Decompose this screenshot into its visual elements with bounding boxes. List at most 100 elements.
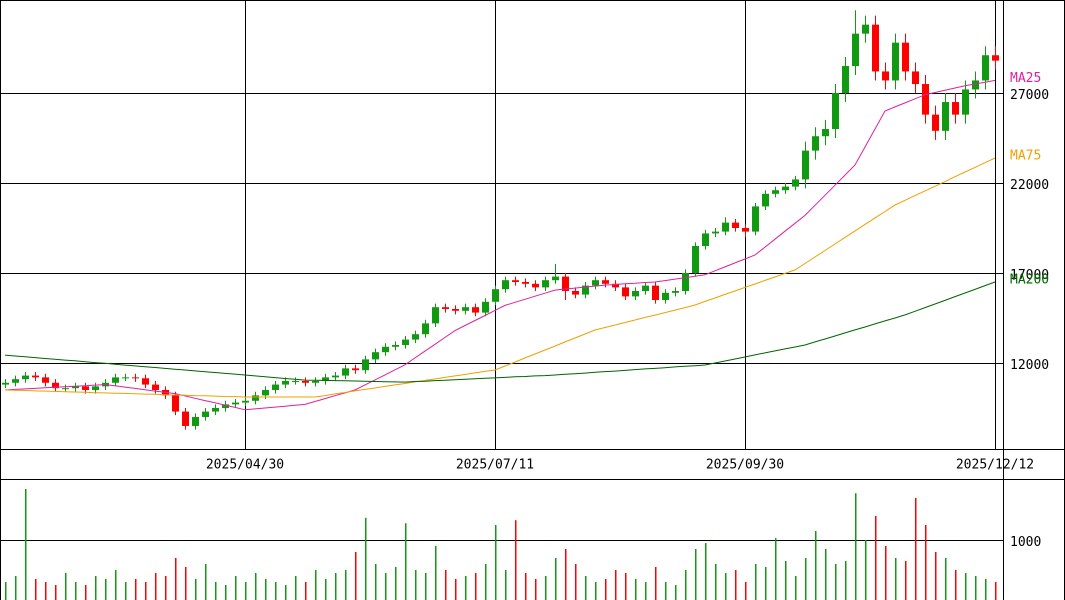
- candle-body: [262, 389, 269, 396]
- candle-body: [822, 129, 829, 137]
- volume-bar: [115, 570, 117, 600]
- candle-body: [282, 380, 289, 385]
- volume-bar: [505, 570, 507, 600]
- volume-bar: [815, 531, 817, 600]
- candle-body: [362, 359, 369, 371]
- volume-bar: [845, 561, 847, 600]
- candle-body: [472, 307, 479, 313]
- volume-bar: [5, 582, 7, 600]
- volume-bar: [565, 549, 567, 600]
- volume-bar: [775, 538, 777, 600]
- candle-body: [782, 186, 789, 191]
- volume-bar: [125, 582, 127, 600]
- volume-bar: [725, 573, 727, 600]
- volume-bar: [395, 567, 397, 600]
- volume-bar: [445, 570, 447, 600]
- volume-bar: [345, 570, 347, 600]
- volume-bar: [255, 573, 257, 600]
- volume-bar: [635, 579, 637, 600]
- y-tick-label: 12000: [1010, 358, 1049, 373]
- volume-bar: [165, 576, 167, 600]
- volume-bar: [925, 525, 927, 600]
- volume-bar: [245, 582, 247, 600]
- candle-body: [512, 280, 519, 282]
- candle-body: [492, 289, 499, 302]
- candle-body: [572, 290, 579, 295]
- candle-body: [222, 404, 229, 408]
- volume-bar: [195, 579, 197, 600]
- volume-bar: [45, 582, 47, 600]
- candle-body: [332, 375, 339, 378]
- candle-body: [322, 377, 329, 381]
- volume-bar: [355, 552, 357, 600]
- volume-bar: [285, 585, 287, 600]
- volume-bar: [205, 564, 207, 600]
- volume-bar: [315, 570, 317, 600]
- volume-bar: [675, 585, 677, 600]
- candle-body: [22, 375, 29, 380]
- candle-body: [532, 283, 539, 288]
- y-tick-label: 22000: [1010, 178, 1049, 193]
- ma-line: [4, 79, 996, 411]
- candle-body: [392, 344, 399, 347]
- volume-bar: [885, 546, 887, 600]
- candle-body: [482, 301, 489, 313]
- volume-bar: [525, 573, 527, 600]
- candle-body: [342, 368, 349, 376]
- candle-body: [932, 114, 939, 131]
- candle-body: [252, 395, 259, 401]
- volume-bar: [275, 582, 277, 600]
- volume-bar: [305, 582, 307, 600]
- volume-bar: [825, 549, 827, 600]
- candle-body: [562, 276, 569, 291]
- volume-bar: [75, 582, 77, 600]
- volume-bar: [325, 579, 327, 600]
- candle-body: [582, 285, 589, 295]
- volume-bar: [475, 573, 477, 600]
- candle-body: [52, 382, 59, 389]
- candle-body: [182, 411, 189, 426]
- volume-bar: [155, 573, 157, 600]
- y-tick-label: 27000: [1010, 88, 1049, 103]
- candle-body: [112, 377, 119, 383]
- candle-body: [142, 378, 149, 385]
- volume-bar: [295, 576, 297, 600]
- volume-bar: [705, 543, 707, 600]
- volume-bar: [595, 582, 597, 600]
- x-tick-label: 2025/04/30: [206, 458, 284, 473]
- volume-bar: [795, 576, 797, 600]
- candle-body: [312, 380, 319, 383]
- volume-bar: [745, 582, 747, 600]
- candle-body: [462, 307, 469, 311]
- marks: MA25 MA75 MA200: [2, 10, 1049, 600]
- ma-line: [4, 281, 996, 383]
- volume-bar: [955, 570, 957, 600]
- candle-body: [352, 368, 359, 371]
- volume-bar: [695, 549, 697, 600]
- volume-bar: [985, 579, 987, 600]
- candle-body: [82, 386, 89, 390]
- candle-body: [712, 231, 719, 234]
- candle-body: [542, 280, 549, 288]
- candle-body: [802, 150, 809, 180]
- volume-bar: [685, 570, 687, 600]
- candle-body: [962, 89, 969, 115]
- volume-bar: [425, 573, 427, 600]
- candle-body: [842, 66, 849, 94]
- candle-body: [72, 386, 79, 389]
- candle-body: [992, 55, 999, 61]
- candle-body: [742, 228, 749, 232]
- candle-body: [242, 400, 249, 403]
- volume-bar: [145, 582, 147, 600]
- volume-bar: [65, 573, 67, 600]
- ma-line: [4, 157, 996, 398]
- candle-body: [212, 407, 219, 412]
- candle-body: [92, 386, 99, 390]
- x-tick-label: 2025/12/12: [956, 458, 1034, 473]
- volume-bar: [465, 576, 467, 600]
- volume-bar: [415, 570, 417, 600]
- volume-bar: [385, 573, 387, 600]
- volume-bar: [435, 546, 437, 600]
